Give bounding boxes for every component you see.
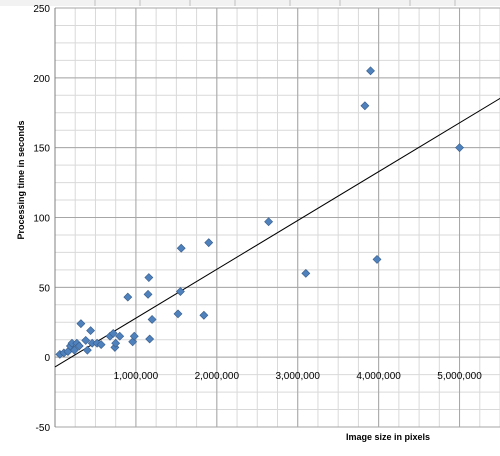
x-tick-label: 1,000,000 (114, 371, 159, 382)
data-point (147, 315, 157, 324)
data-point (366, 66, 375, 76)
data-point (111, 338, 121, 348)
data-point (81, 335, 91, 345)
data-point (144, 273, 154, 282)
major-gridlines (54, 7, 500, 428)
data-point (301, 268, 311, 278)
y-tick-label: 100 (33, 214, 50, 225)
data-point (76, 319, 86, 329)
data-point (145, 334, 155, 344)
y-tick-label: 200 (33, 74, 50, 85)
data-point (115, 331, 125, 341)
data-point (96, 340, 106, 350)
column-header-strip (0, 0, 500, 6)
data-point (360, 101, 370, 111)
y-tick-label: -50 (36, 423, 51, 434)
data-point (173, 309, 183, 319)
x-tick-label: 5,000,000 (437, 371, 482, 382)
data-point (176, 243, 186, 253)
data-point (199, 310, 209, 320)
data-point (86, 326, 96, 336)
data-point (69, 345, 79, 355)
data-point (372, 254, 382, 264)
x-tick-labels: 1,000,000 2,000,000 3,000,000 4,000,000 5,00… (114, 371, 483, 382)
data-point (264, 217, 274, 227)
data-points (55, 66, 464, 359)
y-tick-labels: -50 0 50 100 150 200 250 (33, 4, 50, 434)
x-tick-label: 2,000,000 (195, 371, 240, 382)
y-axis-title: Processing time in seconds (16, 120, 26, 239)
x-axis-title: Image size in pixels (346, 432, 430, 442)
y-tick-label: 150 (33, 144, 50, 155)
trendline (54, 97, 500, 368)
y-tick-label: 50 (39, 283, 51, 294)
y-tick-label: 0 (44, 353, 50, 364)
data-point (123, 292, 133, 302)
spreadsheet-column-strip (0, 0, 500, 6)
data-point (143, 289, 153, 299)
y-tick-label: 250 (33, 4, 50, 15)
data-point (129, 331, 139, 341)
x-tick-label: 4,000,000 (356, 371, 401, 382)
data-point (455, 143, 464, 153)
data-point (108, 328, 118, 338)
data-point (204, 238, 214, 248)
data-point (175, 287, 185, 296)
data-point (82, 345, 92, 355)
data-point (74, 341, 84, 351)
x-tick-label: 3,000,000 (275, 371, 320, 382)
